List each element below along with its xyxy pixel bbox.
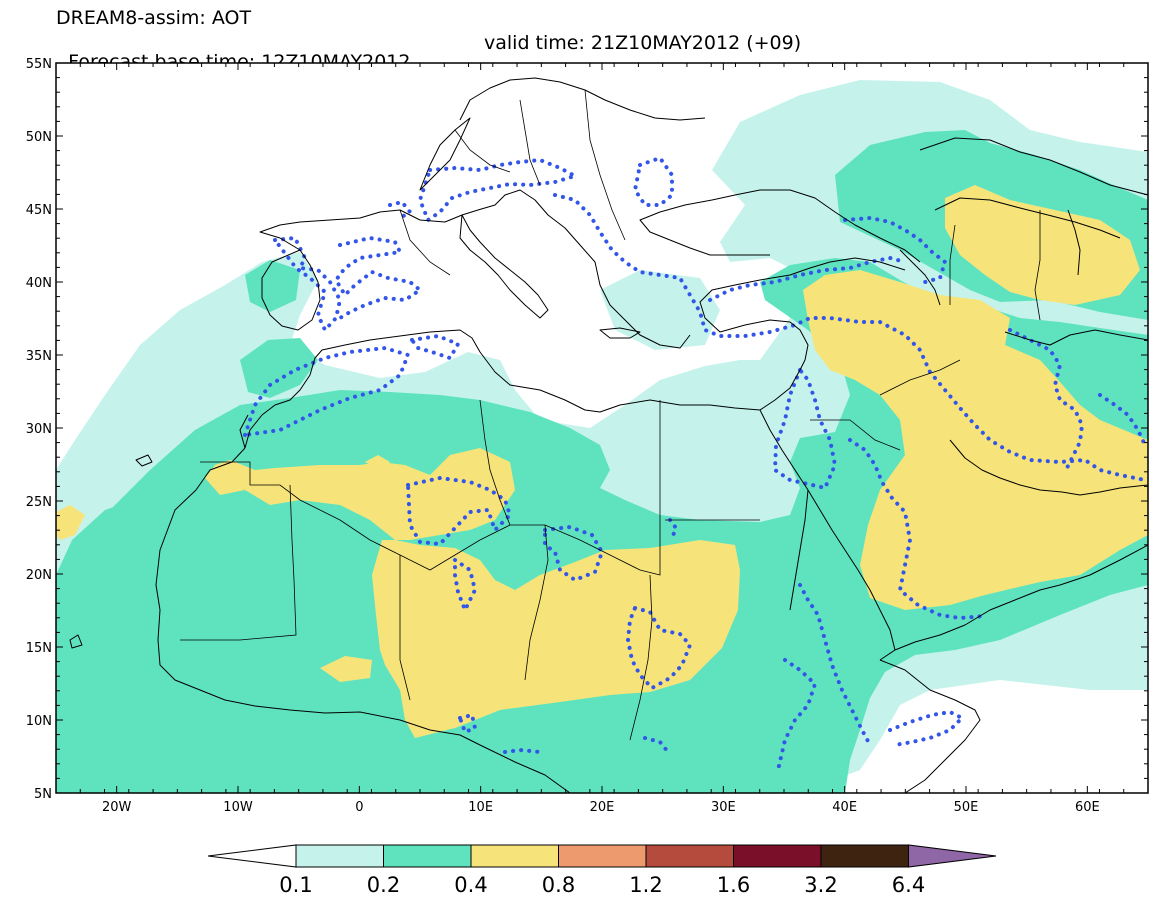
longitude-axis: 20W 10W 0 10E 20E 30E 40E 50E 60E bbox=[55, 63, 1149, 815]
aot-field bbox=[56, 80, 1148, 793]
lat-tick-label: 15N bbox=[26, 641, 52, 656]
colorbar-box bbox=[295, 844, 384, 868]
lon-tick-label: 40E bbox=[832, 800, 857, 815]
lat-tick-label: 25N bbox=[26, 495, 52, 510]
colorbar-label: 3.2 bbox=[804, 873, 837, 897]
colorbar-label: 6.4 bbox=[892, 873, 925, 897]
colorbar: 0.1 0.2 0.4 0.8 1.2 1.6 3.2 6.4 bbox=[207, 844, 997, 897]
colorbar-box bbox=[733, 844, 822, 868]
colorbar-under-arrow bbox=[207, 844, 297, 868]
coastlines bbox=[69, 77, 1148, 793]
lat-tick-label: 30N bbox=[26, 422, 52, 437]
observation-contours bbox=[242, 155, 1147, 772]
colorbar-box bbox=[820, 844, 909, 868]
lon-tick-label: 20W bbox=[102, 800, 132, 815]
colorbar-box bbox=[470, 844, 559, 868]
lon-tick-label: 0 bbox=[355, 800, 363, 815]
lat-tick-label: 10N bbox=[26, 714, 52, 729]
plot-title: DREAM8-assim: AOT bbox=[56, 7, 252, 29]
country-borders bbox=[180, 89, 1041, 741]
lon-tick-label: 10E bbox=[468, 800, 493, 815]
aot-layer-0-4 bbox=[56, 185, 1148, 738]
colorbar-label: 0.2 bbox=[367, 873, 400, 897]
lat-tick-label: 5N bbox=[34, 787, 52, 802]
colorbar-box bbox=[645, 844, 734, 868]
lon-tick-label: 10W bbox=[223, 800, 253, 815]
colorbar-label: 1.6 bbox=[717, 873, 750, 897]
colorbar-labels: 0.1 0.2 0.4 0.8 1.2 1.6 3.2 6.4 bbox=[279, 873, 925, 897]
colorbar-label: 0.4 bbox=[454, 873, 487, 897]
lon-tick-label: 30E bbox=[711, 800, 736, 815]
lon-tick-label: 60E bbox=[1075, 800, 1100, 815]
colorbar-box bbox=[558, 844, 647, 868]
lat-tick-label: 35N bbox=[26, 349, 52, 364]
lat-tick-label: 20N bbox=[26, 568, 52, 583]
lon-tick-label: 50E bbox=[954, 800, 979, 815]
lat-tick-label: 45N bbox=[26, 203, 52, 218]
valid-time-label: valid time: 21Z10MAY2012 (+09) bbox=[484, 32, 802, 54]
colorbar-label: 0.8 bbox=[542, 873, 575, 897]
lat-tick-label: 55N bbox=[26, 57, 52, 72]
colorbar-label: 0.1 bbox=[279, 873, 312, 897]
colorbar-box bbox=[383, 844, 472, 868]
lon-tick-label: 20E bbox=[590, 800, 615, 815]
colorbar-label: 1.2 bbox=[629, 873, 662, 897]
colorbar-over-arrow bbox=[908, 844, 997, 868]
colorbar-boxes bbox=[295, 844, 909, 868]
latitude-axis: 55N 50N 45N 40N 35N 30N 25N 20N 15N 10N 5N bbox=[26, 57, 1148, 802]
lat-tick-label: 40N bbox=[26, 276, 52, 291]
lat-tick-label: 50N bbox=[26, 130, 52, 145]
